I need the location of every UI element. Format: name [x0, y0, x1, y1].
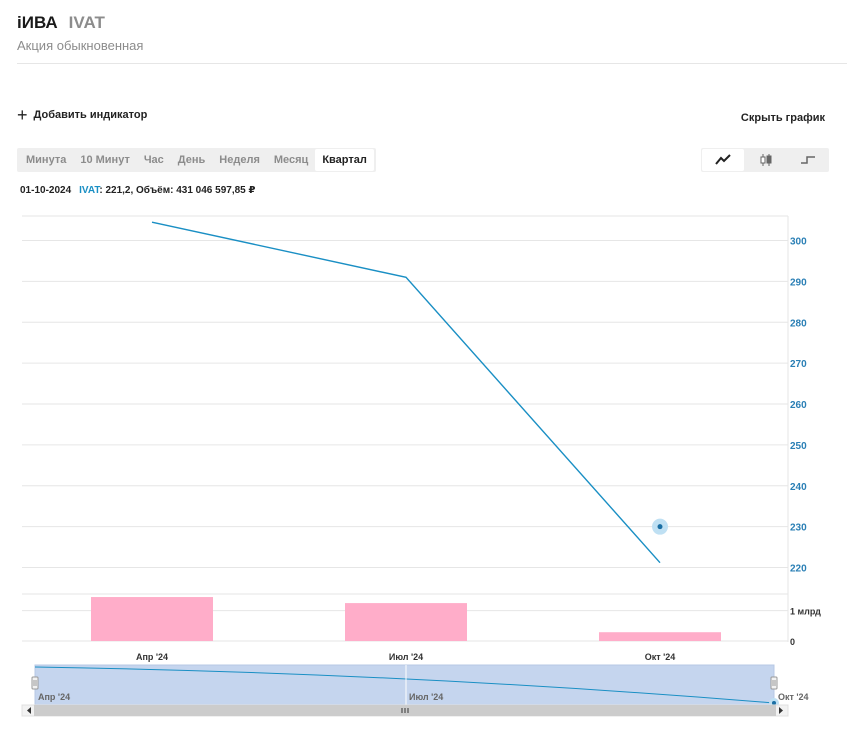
navigator-handle	[770, 676, 778, 690]
navigator-marker-dot	[772, 701, 776, 705]
x-tick-label: Июл '24	[389, 652, 423, 662]
price-marker[interactable]	[652, 518, 668, 535]
y-tick-label: 300	[790, 237, 807, 248]
volume-bar	[345, 603, 467, 641]
tab-week[interactable]: Неделя	[219, 154, 260, 166]
point-values: : 221,2, Объём: 431 046 597,85 ₽	[99, 185, 256, 196]
candlestick-chart-button[interactable]	[745, 148, 787, 172]
tab-month[interactable]: Месяц	[273, 154, 309, 166]
point-ticker: IVAT	[79, 185, 100, 196]
x-tick-label: Окт '24	[645, 652, 676, 662]
y-tick-label: 290	[790, 277, 807, 288]
instrument-header: iИВА IVAT Акция обыкновенная	[17, 13, 143, 53]
tab-10-minutes[interactable]: 10 Минут	[80, 154, 130, 166]
security-type: Акция обыкновенная	[17, 38, 144, 53]
navigator[interactable]: Апр '24 Июл '24 Окт '24	[21, 664, 809, 717]
hide-chart-button[interactable]: Скрыть график	[740, 112, 825, 124]
volume-tick-label: 0	[790, 637, 795, 647]
y-tick-label: 280	[790, 318, 807, 329]
chart-type-selector	[701, 148, 829, 172]
header-divider	[17, 63, 847, 64]
navigator-series-line	[34, 666, 775, 704]
x-axis: Апр '24 Июл '24 Окт '24	[136, 652, 675, 662]
add-indicator-label: Добавить индикатор	[33, 109, 148, 121]
price-gridlines	[22, 215, 789, 642]
step-chart-icon	[801, 156, 815, 164]
timeframe-selector: Минута 10 Минут Час День Неделя Месяц Кв…	[17, 148, 376, 172]
tab-hour[interactable]: Час	[143, 154, 164, 166]
x-tick-label: Апр '24	[136, 652, 168, 662]
plus-icon: +	[17, 105, 28, 125]
y-tick-label: 230	[790, 523, 807, 534]
volume-bars	[91, 597, 721, 641]
tab-minute[interactable]: Минута	[26, 154, 67, 166]
marker-dot	[657, 524, 663, 530]
price-axis: 220 230 240 250 260 270 280 290 300	[790, 237, 807, 575]
y-tick-label: 260	[790, 400, 807, 411]
tab-day[interactable]: День	[177, 154, 206, 166]
navigator-label: Июл '24	[409, 692, 443, 702]
navigator-label: Окт '24	[778, 692, 809, 702]
volume-bar	[91, 597, 213, 641]
company-name: iИВА	[17, 13, 58, 32]
navigator-label: Апр '24	[38, 692, 70, 702]
volume-axis: 0 1 млрд	[790, 607, 821, 647]
navigator-range	[34, 664, 775, 706]
navigator-handle	[31, 676, 39, 690]
y-tick-label: 270	[790, 359, 807, 370]
y-tick-label: 240	[790, 482, 807, 493]
line-chart-button[interactable]	[702, 149, 744, 171]
point-date: 01-10-2024	[20, 185, 72, 196]
scroll-right-arrow-icon	[779, 707, 783, 714]
candlestick-icon	[760, 154, 772, 166]
point-info: 01-10-2024 IVAT: 221,2, Объём: 431 046 5…	[20, 185, 255, 196]
tab-quarter[interactable]: Квартал	[315, 149, 374, 171]
add-indicator-button[interactable]: + Добавить индикатор	[17, 105, 148, 125]
ticker-symbol: IVAT	[68, 13, 105, 32]
scroll-left-arrow-icon	[27, 707, 31, 714]
volume-bar	[599, 632, 721, 641]
step-chart-button[interactable]	[787, 148, 829, 172]
y-tick-label: 220	[790, 564, 807, 575]
line-chart-icon	[715, 154, 731, 165]
volume-tick-label: 1 млрд	[790, 607, 821, 617]
y-tick-label: 250	[790, 441, 807, 452]
price-series-line	[151, 221, 661, 564]
